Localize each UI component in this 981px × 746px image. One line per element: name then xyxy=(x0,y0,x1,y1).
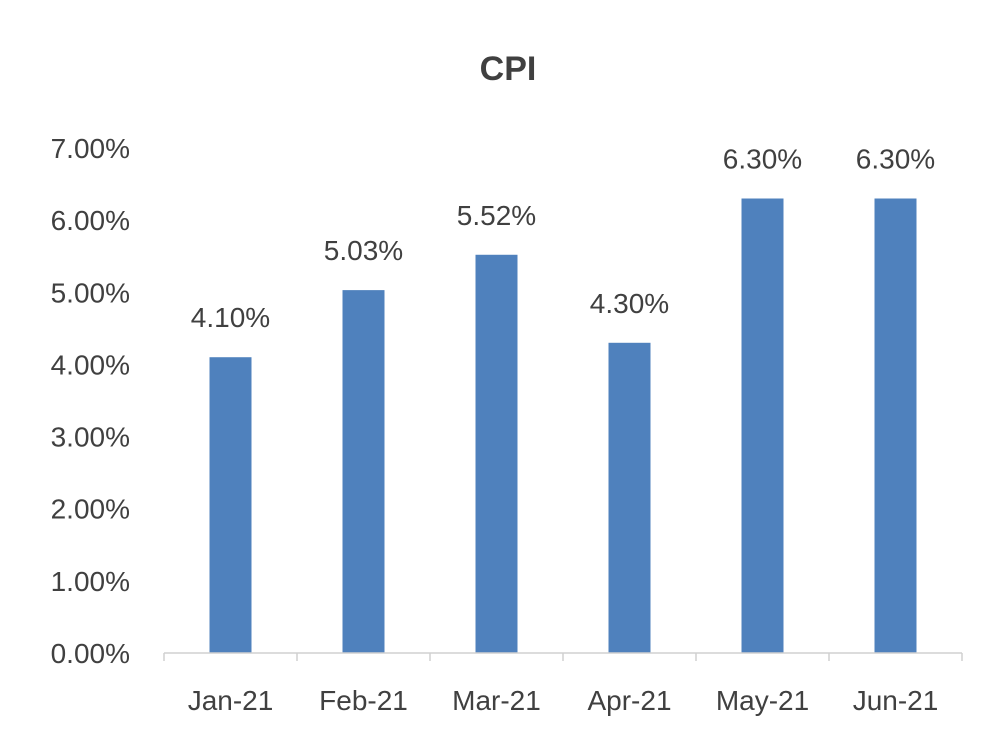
y-axis-tick-labels: 0.00% 1.00% 2.00% 3.00% 4.00% 5.00% 6.00% 7.00% xyxy=(51,133,130,669)
y-tick-label: 5.00% xyxy=(51,277,130,308)
x-tick-label: Jun-21 xyxy=(853,685,939,716)
x-tick-label: Feb-21 xyxy=(319,685,408,716)
bar xyxy=(608,342,651,653)
bar xyxy=(741,198,784,653)
bar-data-label: 5.52% xyxy=(457,200,536,231)
y-tick-label: 1.00% xyxy=(51,566,130,597)
y-tick-label: 3.00% xyxy=(51,422,130,453)
bar-data-label: 5.03% xyxy=(324,235,403,266)
x-tick-label: May-21 xyxy=(716,685,809,716)
bar-data-label: 6.30% xyxy=(856,144,935,175)
chart-title: CPI xyxy=(480,50,537,88)
x-axis: Jan-21 Feb-21 Mar-21 Apr-21 May-21 Jun-21 xyxy=(163,652,963,716)
data-labels: 4.10% 5.03% 5.52% 4.30% 6.30% 6.30% xyxy=(191,144,935,334)
bar-data-label: 6.30% xyxy=(723,144,802,175)
y-tick-label: 6.00% xyxy=(51,205,130,236)
bar xyxy=(209,357,252,653)
bar xyxy=(342,290,385,653)
bar-data-label: 4.30% xyxy=(590,288,669,319)
y-tick-label: 0.00% xyxy=(51,638,130,669)
y-tick-label: 7.00% xyxy=(51,133,130,164)
x-tick-label: Mar-21 xyxy=(452,685,541,716)
bar-series xyxy=(209,198,917,653)
x-tick-label: Apr-21 xyxy=(587,685,671,716)
x-tick-label: Jan-21 xyxy=(188,685,274,716)
y-tick-label: 4.00% xyxy=(51,349,130,380)
bar xyxy=(475,254,518,653)
bar xyxy=(874,198,917,653)
y-tick-label: 2.00% xyxy=(51,494,130,525)
bar-data-label: 4.10% xyxy=(191,302,270,333)
